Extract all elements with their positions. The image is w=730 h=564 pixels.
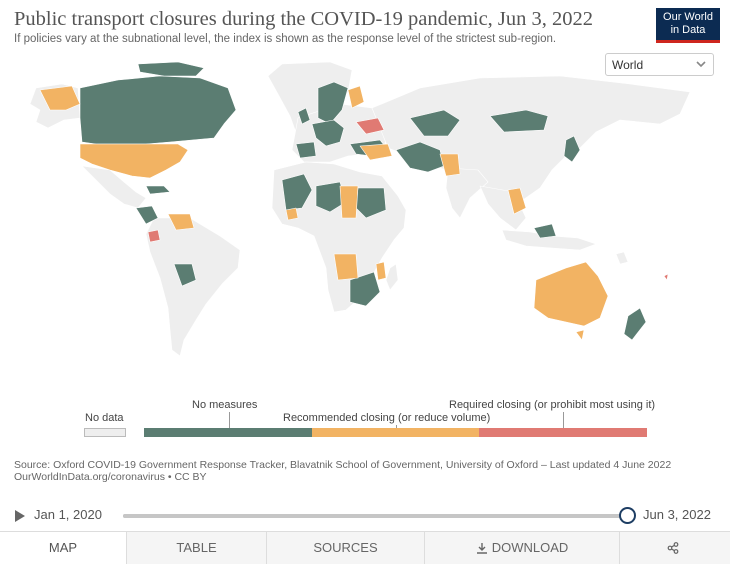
tab-map[interactable]: MAP	[0, 532, 127, 564]
legend-swatch-required	[479, 428, 647, 437]
map-baltic-rec[interactable]	[347, 85, 365, 109]
map-india[interactable]	[445, 167, 489, 219]
chart-subtitle: If policies vary at the subnational leve…	[14, 33, 557, 45]
map-alaska-rec[interactable]	[39, 85, 81, 111]
map-sahel[interactable]	[315, 181, 347, 213]
map-scandinavia[interactable]	[317, 81, 349, 125]
tab-bar: MAP TABLE SOURCES DOWNLOAD	[0, 531, 730, 564]
download-icon	[476, 543, 487, 554]
world-map[interactable]	[0, 58, 730, 388]
owid-logo[interactable]: Our World in Data	[656, 8, 720, 43]
map-turkey-rec[interactable]	[359, 143, 393, 161]
map-pacific-red[interactable]	[663, 273, 669, 281]
source-line-2: OurWorldInData.org/coronavirus • CC BY	[14, 471, 207, 483]
legend-label-no-data: No data	[85, 412, 124, 424]
share-icon	[667, 542, 679, 554]
legend-label-recommended: Recommended closing (or reduce volume)	[283, 412, 491, 424]
map-chad-rec[interactable]	[339, 185, 359, 219]
map-madagascar[interactable]	[385, 263, 399, 291]
map-west-africa[interactable]	[281, 173, 313, 211]
map-ecuador[interactable]	[147, 229, 161, 243]
map-west-europe[interactable]	[311, 119, 345, 147]
map-legend: No data No measures Recommended closing …	[0, 395, 730, 445]
map-nz[interactable]	[623, 307, 647, 341]
chart-title: Public transport closures during the COV…	[14, 8, 594, 30]
region-select-value: World	[612, 58, 644, 72]
map-south-america[interactable]	[145, 217, 241, 357]
timeline-handle[interactable]	[619, 507, 636, 524]
map-caribbean[interactable]	[145, 185, 171, 195]
map-mozambique[interactable]	[375, 261, 387, 281]
map-angola[interactable]	[333, 253, 359, 281]
map-southern-africa[interactable]	[349, 271, 381, 307]
legend-tick-recommended	[396, 425, 397, 428]
timeline-start-date[interactable]: Jan 1, 2020	[34, 507, 102, 522]
play-icon[interactable]	[15, 510, 25, 522]
map-mexico[interactable]	[81, 165, 147, 209]
timeline: Jan 1, 2020 Jun 3, 2022	[0, 504, 730, 528]
timeline-end-date[interactable]: Jun 3, 2022	[643, 507, 711, 522]
map-mongolia[interactable]	[489, 109, 549, 133]
map-west-africa-rec[interactable]	[285, 207, 299, 221]
logo-line-2: in Data	[670, 23, 706, 36]
map-iberia[interactable]	[295, 141, 317, 159]
tab-sources[interactable]: SOURCES	[267, 532, 425, 564]
legend-label-no-measures: No measures	[192, 399, 258, 411]
region-select[interactable]: World	[605, 53, 714, 76]
map-tasmania[interactable]	[575, 329, 585, 341]
map-canada[interactable]	[79, 75, 237, 145]
map-asia[interactable]	[371, 75, 691, 203]
legend-tick-required	[563, 412, 564, 428]
timeline-track[interactable]	[123, 514, 628, 518]
legend-label-required: Required closing (or prohibit most using…	[449, 399, 656, 411]
map-venezuela[interactable]	[167, 213, 195, 231]
map-pakistan[interactable]	[439, 153, 461, 177]
legend-swatch-no-data	[84, 428, 126, 437]
tab-table-label: TABLE	[176, 540, 217, 555]
map-japan[interactable]	[563, 135, 581, 163]
tab-table[interactable]: TABLE	[127, 532, 267, 564]
tab-download-label: DOWNLOAD	[491, 540, 569, 555]
legend-tick-no-measures	[229, 412, 230, 428]
map-papua[interactable]	[533, 223, 557, 239]
map-indochina[interactable]	[507, 187, 527, 215]
legend-swatch-no-measures	[144, 428, 312, 437]
timeline-fill	[123, 514, 628, 518]
tab-sources-label: SOURCES	[313, 540, 378, 555]
legend-swatch-recommended	[312, 428, 479, 437]
map-usa[interactable]	[79, 143, 189, 179]
map-arctic-islands[interactable]	[137, 61, 205, 77]
map-australia[interactable]	[533, 261, 609, 327]
map-bolivia[interactable]	[173, 263, 197, 287]
chevron-down-icon	[696, 61, 706, 68]
source-note: Source: Oxford COVID-19 Government Respo…	[14, 459, 704, 483]
map-central-america[interactable]	[135, 205, 159, 225]
map-uk[interactable]	[297, 107, 311, 125]
logo-line-1: Our World	[663, 11, 713, 23]
tab-map-label: MAP	[48, 540, 78, 555]
source-line-1: Source: Oxford COVID-19 Government Respo…	[14, 459, 672, 471]
tab-share[interactable]	[620, 532, 730, 564]
tab-download[interactable]: DOWNLOAD	[425, 532, 620, 564]
map-ukraine[interactable]	[355, 117, 385, 135]
map-central-asia[interactable]	[409, 109, 461, 137]
map-nz-pac[interactable]	[615, 251, 629, 265]
